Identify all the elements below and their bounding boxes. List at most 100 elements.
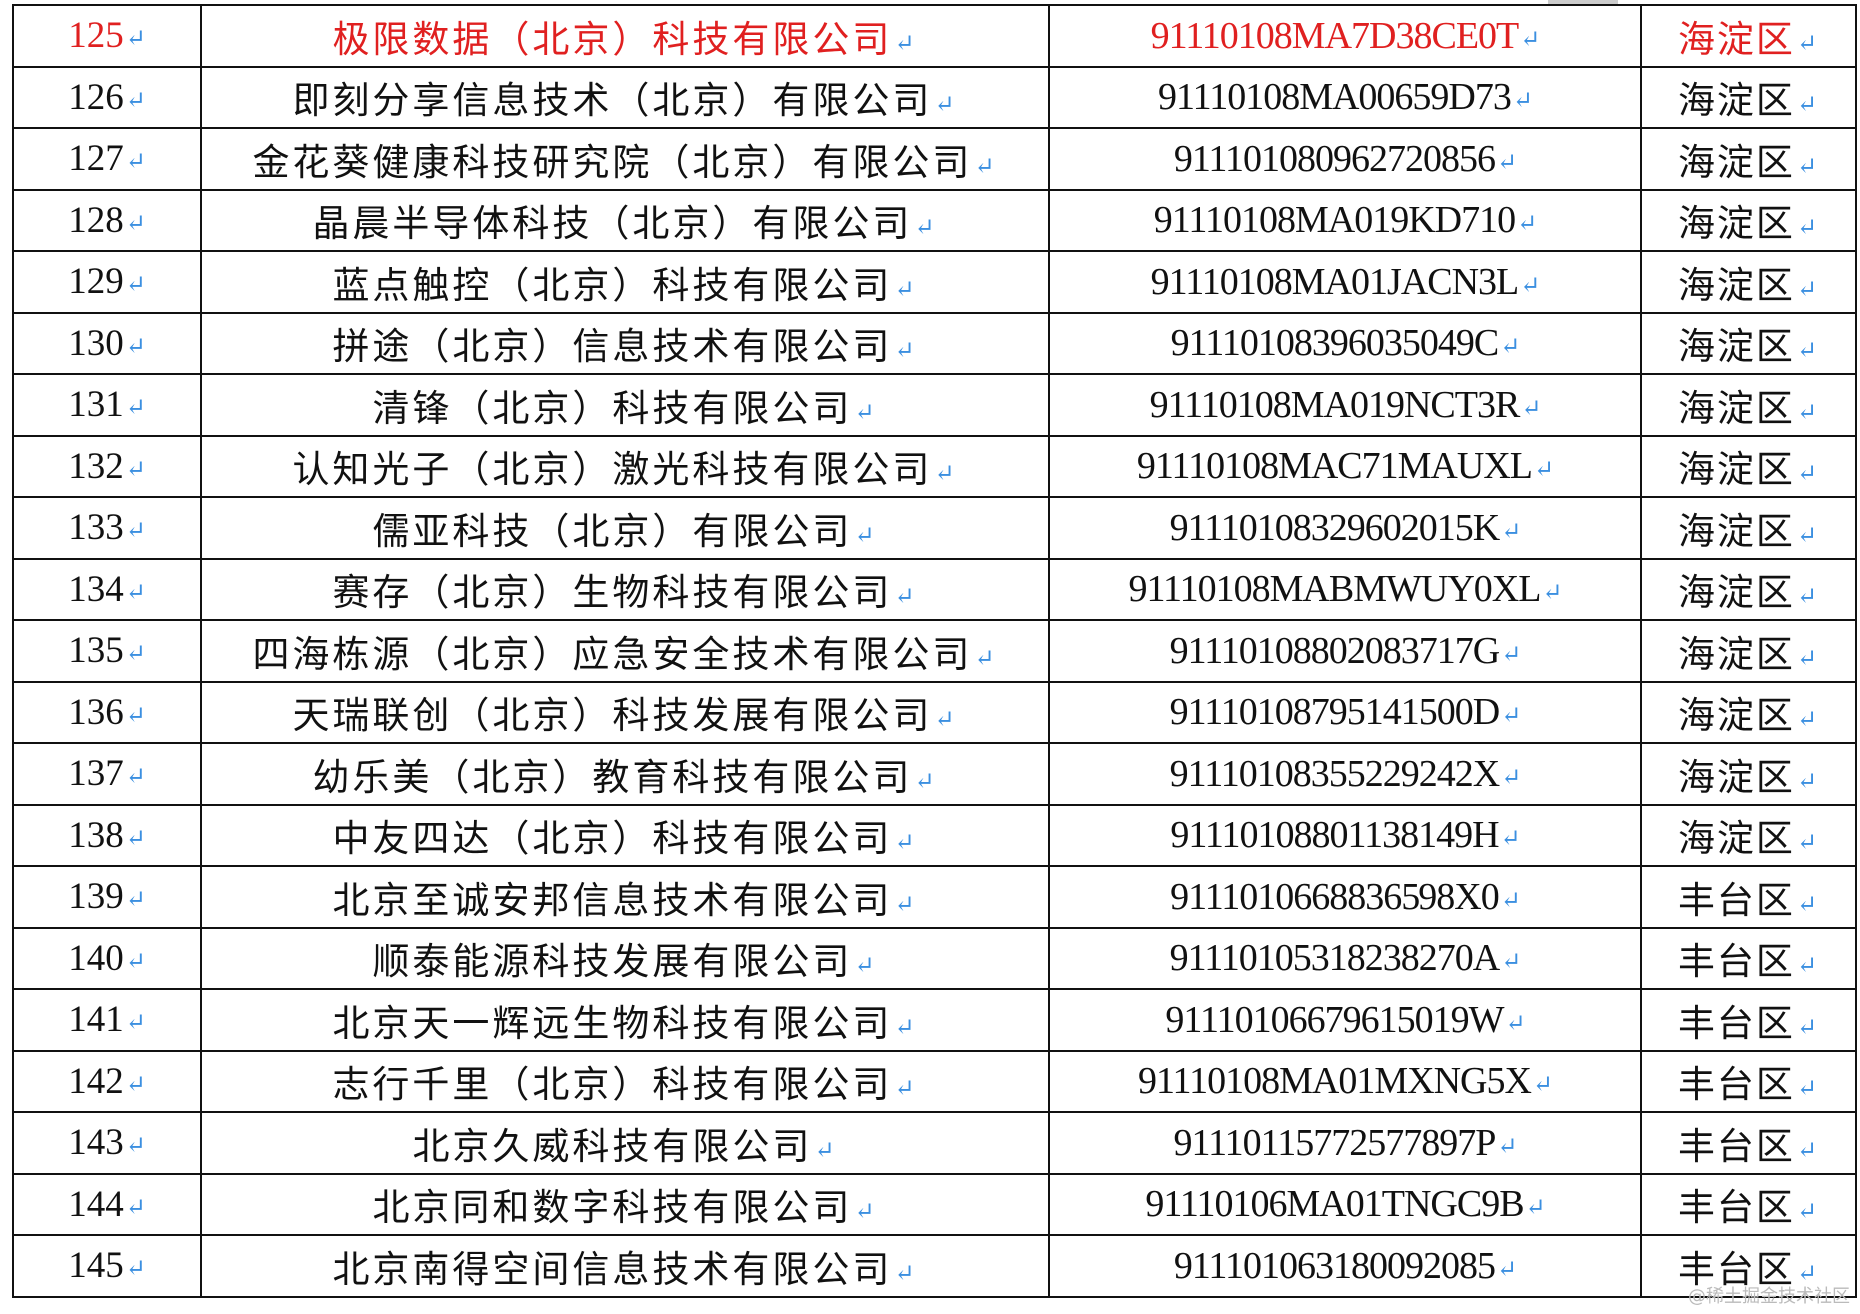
company-name-cell[interactable]: 北京至诚安邦信息技术有限公司↵	[200, 865, 1050, 929]
district-cell[interactable]: 海淀区↵	[1640, 127, 1857, 191]
credit-code-cell[interactable]: 91110106688365 98X0↵	[1048, 865, 1642, 929]
credit-code-cell[interactable]: 91110115772577897P↵	[1048, 1111, 1642, 1175]
company-name-cell[interactable]: 极限数据（北京）科技有限公司↵	[200, 4, 1050, 68]
company-name-cell[interactable]: 中友四达（北京）科技有限公司↵	[200, 803, 1050, 867]
company-name-cell[interactable]: 拼途（北京）信息技术有限公司↵	[200, 311, 1050, 375]
credit-code-cell[interactable]: 91110108MA01JACN3L↵	[1048, 250, 1642, 314]
district-cell[interactable]: 海淀区↵	[1640, 680, 1857, 744]
company-name-cell[interactable]: 四海栋源（北京）应急安全技术有限公司↵	[200, 619, 1050, 683]
credit-code-cell[interactable]: 91110108MABMWUY0XL↵	[1048, 557, 1642, 621]
row-number-cell[interactable]: 135↵	[12, 619, 202, 683]
credit-code-cell[interactable]: 91110108MA00659D73↵	[1048, 65, 1642, 129]
district-cell[interactable]: 海淀区↵	[1640, 65, 1857, 129]
district-cell[interactable]: 海淀区↵	[1640, 434, 1857, 498]
credit-code: 91110106679615019W	[1165, 998, 1504, 1041]
company-name-cell[interactable]: 金花葵健康科技研究院（北京）有限公司↵	[200, 127, 1050, 191]
paragraph-mark-icon: ↵	[125, 887, 146, 914]
district-cell[interactable]: 丰台区↵	[1640, 1049, 1857, 1113]
paragraph-mark-icon: ↵	[1796, 522, 1820, 549]
company-name-cell[interactable]: 儒亚科技（北京）有限公司↵	[200, 496, 1050, 560]
district-cell[interactable]: 丰台区↵	[1640, 988, 1857, 1052]
row-number-cell[interactable]: 143↵	[12, 1111, 202, 1175]
company-name-cell[interactable]: 北京同和数字科技有限公司↵	[200, 1172, 1050, 1236]
company-name-cell[interactable]: 晶晨半导体科技（北京）有限公司↵	[200, 188, 1050, 252]
row-number-cell[interactable]: 139↵	[12, 865, 202, 929]
company-name-cell[interactable]: 顺泰能源科技发展有限公司↵	[200, 926, 1050, 990]
row-number-cell[interactable]: 129↵	[12, 250, 202, 314]
credit-code-cell[interactable]: 91110108396035049C↵	[1048, 311, 1642, 375]
row-number-cell[interactable]: 131↵	[12, 373, 202, 437]
credit-code-cell[interactable]: 91110108802083717G↵	[1048, 619, 1642, 683]
district-cell[interactable]: 丰台区↵	[1640, 1172, 1857, 1236]
credit-code-cell[interactable]: 91110108795141500D↵	[1048, 680, 1642, 744]
credit-code-cell[interactable]: 91110108801138149H↵	[1048, 803, 1642, 867]
table-row: 130↵ 拼途（北京）信息技术有限公司↵ 91110108396035049C↵ 海淀…	[12, 311, 1857, 375]
company-name-cell[interactable]: 清锋（北京）科技有限公司↵	[200, 373, 1050, 437]
credit-code-cell[interactable]: 91110108MA019NCT3R↵	[1048, 373, 1642, 437]
district-cell[interactable]: 海淀区↵	[1640, 742, 1857, 806]
credit-code-cell[interactable]: 91110108355229242X↵	[1048, 742, 1642, 806]
paragraph-mark-icon: ↵	[1521, 395, 1541, 422]
company-name-cell[interactable]: 赛存（北京）生物科技有限公司↵	[200, 557, 1050, 621]
row-number: 139	[68, 876, 124, 918]
district-cell[interactable]: 海淀区↵	[1640, 250, 1857, 314]
district-cell[interactable]: 丰台区↵	[1640, 1234, 1857, 1298]
district-cell[interactable]: 海淀区↵	[1640, 803, 1857, 867]
district-cell[interactable]: 海淀区↵	[1640, 311, 1857, 375]
table-row: 136↵ 天瑞联创（北京）科技发展有限公司↵ 91110108795141500D↵…	[12, 680, 1857, 744]
district-cell[interactable]: 海淀区↵	[1640, 4, 1857, 68]
credit-code: 91110108MA7D38CE0T	[1150, 14, 1520, 57]
company-name-cell[interactable]: 北京天一辉远生物科技有限公司↵	[200, 988, 1050, 1052]
company-name-cell[interactable]: 志行千里（北京）科技有限公司↵	[200, 1049, 1050, 1113]
row-number-cell[interactable]: 134↵	[12, 557, 202, 621]
credit-code-cell[interactable]: 91110106679615019W↵	[1048, 988, 1642, 1052]
credit-code-cell[interactable]: 91110108329602015K↵	[1048, 496, 1642, 560]
row-number-cell[interactable]: 132↵	[12, 434, 202, 498]
company-name-cell[interactable]: 即刻分享信息技术（北京）有限公司↵	[200, 65, 1050, 129]
row-number-cell[interactable]: 138↵	[12, 803, 202, 867]
paragraph-mark-icon: ↵	[854, 1199, 878, 1226]
company-name-cell[interactable]: 认知光子（北京）激光科技有限公司↵	[200, 434, 1050, 498]
credit-code-cell[interactable]: 911101063180092085↵	[1048, 1234, 1642, 1298]
district-cell[interactable]: 海淀区↵	[1640, 496, 1857, 560]
row-number-cell[interactable]: 128↵	[12, 188, 202, 252]
row-number-cell[interactable]: 130↵	[12, 311, 202, 375]
district: 海淀区	[1677, 696, 1795, 738]
company-name-cell[interactable]: 北京久威科技有限公司↵	[200, 1111, 1050, 1175]
credit-code: 91110108355229242X	[1169, 752, 1501, 795]
row-number-cell[interactable]: 142↵	[12, 1049, 202, 1113]
paragraph-mark-icon: ↵	[125, 210, 146, 237]
row-number-cell[interactable]: 133↵	[12, 496, 202, 560]
district: 海淀区	[1677, 81, 1795, 123]
credit-code-cell[interactable]: 91110108MA019KD710↵	[1048, 188, 1642, 252]
credit-code: 911101080962720856	[1173, 137, 1496, 180]
district-cell[interactable]: 海淀区↵	[1640, 373, 1857, 437]
credit-code-cell[interactable]: 91110108MA7D38CE0T↵	[1048, 4, 1642, 68]
company-name-cell[interactable]: 幼乐美（北京）教育科技有限公司↵	[200, 742, 1050, 806]
row-number-cell[interactable]: 144↵	[12, 1172, 202, 1236]
company-name-cell[interactable]: 蓝点触控（北京）科技有限公司↵	[200, 250, 1050, 314]
row-number-cell[interactable]: 137↵	[12, 742, 202, 806]
row-number-cell[interactable]: 127↵	[12, 127, 202, 191]
paragraph-mark-icon: ↵	[1796, 461, 1820, 488]
district-cell[interactable]: 海淀区↵	[1640, 557, 1857, 621]
district-cell[interactable]: 海淀区↵	[1640, 188, 1857, 252]
row-number-cell[interactable]: 136↵	[12, 680, 202, 744]
row-number-cell[interactable]: 125↵	[12, 4, 202, 68]
credit-code-cell[interactable]: 911101080962720856↵	[1048, 127, 1642, 191]
row-number-cell[interactable]: 140↵	[12, 926, 202, 990]
row-number-cell[interactable]: 145↵	[12, 1234, 202, 1298]
credit-code-cell[interactable]: 91110106MA01TNGC9B↵	[1048, 1172, 1642, 1236]
credit-code-cell[interactable]: 91110108MA01MXNG5X↵	[1048, 1049, 1642, 1113]
table-row: 142↵ 志行千里（北京）科技有限公司↵ 91110108MA01MXNG5X↵ 丰台…	[12, 1049, 1857, 1113]
credit-code-cell[interactable]: 91110108MAC71MAUXL↵	[1048, 434, 1642, 498]
district-cell[interactable]: 丰台区↵	[1640, 1111, 1857, 1175]
district-cell[interactable]: 丰台区↵	[1640, 865, 1857, 929]
company-name-cell[interactable]: 北京南得空间信息技术有限公司↵	[200, 1234, 1050, 1298]
row-number-cell[interactable]: 126↵	[12, 65, 202, 129]
company-name-cell[interactable]: 天瑞联创（北京）科技发展有限公司↵	[200, 680, 1050, 744]
credit-code-cell[interactable]: 91110105318238270A↵	[1048, 926, 1642, 990]
district-cell[interactable]: 海淀区↵	[1640, 619, 1857, 683]
district-cell[interactable]: 丰台区↵	[1640, 926, 1857, 990]
row-number-cell[interactable]: 141↵	[12, 988, 202, 1052]
